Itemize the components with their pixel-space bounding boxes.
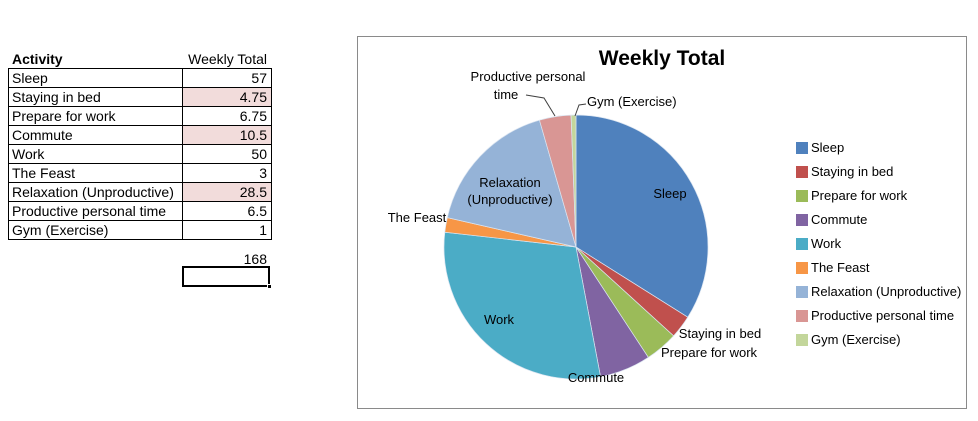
weekly-total-header[interactable]: Weekly Total xyxy=(188,51,267,67)
value-cell[interactable]: 6.75 xyxy=(182,106,272,126)
table-row: Commute 10.5 xyxy=(8,125,272,145)
pie-label: Sleep xyxy=(653,186,686,201)
legend-item[interactable]: Prepare for work xyxy=(796,188,961,203)
value-cell[interactable]: 3 xyxy=(182,163,272,183)
legend-item[interactable]: Gym (Exercise) xyxy=(796,332,961,347)
legend-swatch xyxy=(796,261,808,274)
legend-item[interactable]: Sleep xyxy=(796,140,961,155)
value-cell[interactable]: 6.5 xyxy=(182,201,272,221)
value-cell[interactable]: 50 xyxy=(182,144,272,164)
legend-label: Sleep xyxy=(811,140,845,155)
table-header-row: Activity Weekly Total xyxy=(8,51,271,68)
legend-swatch xyxy=(796,309,808,322)
table-row: Prepare for work 6.75 xyxy=(8,106,272,126)
pie-label: Relaxation xyxy=(479,175,540,190)
pie-label: The Feast xyxy=(388,210,447,225)
legend-item[interactable]: The Feast xyxy=(796,260,961,275)
pie-label: Productive personal xyxy=(471,69,586,84)
legend-item[interactable]: Relaxation (Unproductive) xyxy=(796,284,962,299)
legend-label: Commute xyxy=(811,212,868,227)
table-row: Work 50 xyxy=(8,144,272,164)
activity-cell[interactable]: Gym (Exercise) xyxy=(8,220,183,240)
pie-slice-6[interactable] xyxy=(446,119,577,248)
chart-title: Weekly Total xyxy=(598,47,726,70)
pie-label: (Unproductive) xyxy=(467,192,552,207)
legend-swatch xyxy=(796,213,808,226)
activity-cell[interactable]: Commute xyxy=(8,125,183,145)
pie-slice-0[interactable] xyxy=(575,114,709,318)
legend-swatch xyxy=(796,189,808,202)
selected-cell[interactable] xyxy=(182,266,272,289)
activity-cell[interactable]: Relaxation (Unproductive) xyxy=(8,182,183,202)
chart-legend: Sleep Staying in bed Prepare for work Co… xyxy=(796,140,962,357)
activity-cell[interactable]: Sleep xyxy=(8,68,183,88)
table-row: Staying in bed 4.75 xyxy=(8,87,272,107)
pie-slice-4[interactable] xyxy=(443,231,601,380)
activity-header[interactable]: Activity xyxy=(12,51,63,67)
activity-cell[interactable]: The Feast xyxy=(8,163,183,183)
pie-label: Gym (Exercise) xyxy=(587,94,677,109)
pie-label: Prepare for work xyxy=(661,345,758,360)
legend-item[interactable]: Productive personal time xyxy=(796,308,961,323)
leader-line xyxy=(574,103,587,117)
activity-cell[interactable]: Work xyxy=(8,144,183,164)
table-row: Sleep 57 xyxy=(8,68,272,88)
legend-swatch xyxy=(796,333,808,346)
pie-slice-8[interactable] xyxy=(570,114,577,248)
legend-label: The Feast xyxy=(811,260,870,275)
activity-cell[interactable]: Staying in bed xyxy=(8,87,183,107)
activity-cell[interactable]: Productive personal time xyxy=(8,201,183,221)
value-cell[interactable]: 10.5 xyxy=(182,125,272,145)
leader-line xyxy=(525,94,556,117)
activity-table: Sleep 57 Staying in bed 4.75 Prepare for w… xyxy=(8,68,272,240)
pie-label: Staying in bed xyxy=(679,326,761,341)
activity-cell[interactable]: Prepare for work xyxy=(8,106,183,126)
table-row: Relaxation (Unproductive) 28.5 xyxy=(8,182,272,202)
pie-label: Work xyxy=(484,312,515,327)
legend-item[interactable]: Commute xyxy=(796,212,961,227)
legend-swatch xyxy=(796,165,808,178)
table-row: Gym (Exercise) 1 xyxy=(8,220,272,240)
fill-handle[interactable] xyxy=(267,284,272,289)
legend-label: Relaxation (Unproductive) xyxy=(811,284,962,299)
table-row: The Feast 3 xyxy=(8,163,272,183)
table-row: Productive personal time 6.5 xyxy=(8,201,272,221)
pie-label: time xyxy=(494,87,519,102)
value-cell[interactable]: 28.5 xyxy=(182,182,272,202)
legend-label: Work xyxy=(811,236,842,251)
pie-label: Commute xyxy=(568,370,624,385)
value-cell[interactable]: 4.75 xyxy=(182,87,272,107)
legend-swatch xyxy=(796,141,808,154)
legend-label: Productive personal time xyxy=(811,308,955,323)
legend-label: Prepare for work xyxy=(811,188,908,203)
legend-label: Gym (Exercise) xyxy=(811,332,901,347)
legend-item[interactable]: Work xyxy=(796,236,961,251)
legend-swatch xyxy=(796,285,808,298)
legend-label: Staying in bed xyxy=(811,164,894,179)
pie-chart-frame[interactable]: Sleep Staying in bed Prepare for work Commu… xyxy=(357,36,967,409)
legend-swatch xyxy=(796,237,808,250)
pie-chart[interactable]: Sleep Staying in bed Prepare for work Commu… xyxy=(358,37,966,408)
value-cell[interactable]: 1 xyxy=(182,220,272,240)
legend-item[interactable]: Staying in bed xyxy=(796,164,961,179)
value-cell[interactable]: 57 xyxy=(182,68,272,88)
grand-total[interactable]: 168 xyxy=(243,251,267,267)
